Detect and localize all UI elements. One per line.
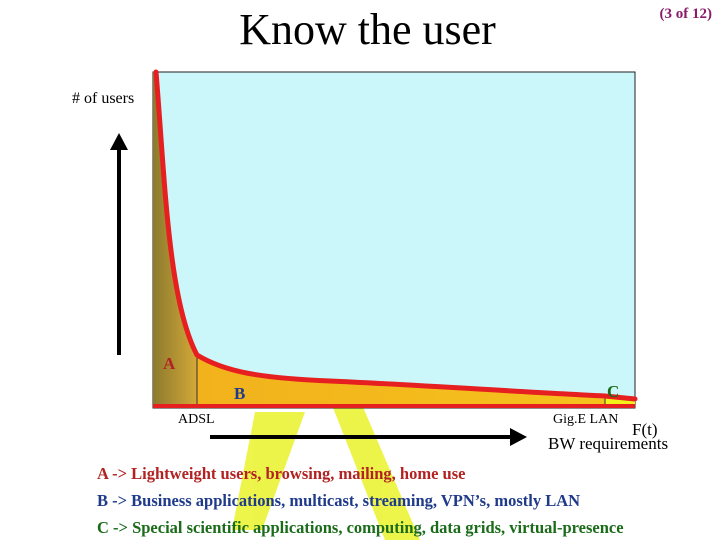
region-a-label: A [163, 354, 176, 373]
slide-title: Know the user [239, 5, 496, 54]
distribution-curve [153, 69, 638, 402]
y-axis-label: # of users [72, 90, 135, 107]
x-axis-label: BW requirements [548, 434, 669, 453]
function-label: F(t) [632, 420, 658, 439]
region-b-fill [197, 355, 605, 407]
legend-item-b: B -> Business applications, multicast, s… [97, 491, 581, 510]
region-c-label: C [607, 382, 620, 401]
legend-item-a: A -> Lightweight users, browsing, mailin… [97, 464, 466, 483]
legend: A -> Lightweight users, browsing, mailin… [97, 460, 624, 541]
region-a-fill [153, 72, 197, 407]
x-axis-arrow [210, 428, 527, 446]
region-b-label: B [234, 384, 246, 403]
plot-area [152, 71, 636, 409]
legend-item-c: C -> Special scientific applications, co… [97, 518, 624, 537]
tick-label-adsl: ADSL [178, 412, 215, 427]
page-indicator: (3 of 12) [659, 6, 713, 22]
tick-label-gige-lan: Gig.E LAN [553, 412, 619, 427]
y-axis-arrow [110, 133, 128, 355]
